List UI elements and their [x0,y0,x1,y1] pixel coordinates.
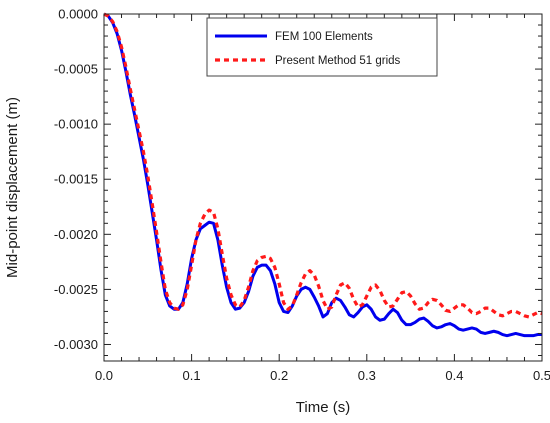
x-tick-label: 0.3 [358,368,376,383]
y-tick-label: -0.0005 [54,62,98,77]
x-axis-title: Time (s) [296,399,350,416]
series-line-present-method [103,12,543,319]
y-tick-label: -0.0020 [54,227,98,242]
x-tick-label: 0.5 [533,368,550,383]
plot-frame [103,13,543,362]
legend: FEM 100 Elements Present Method 51 grids [206,17,438,77]
y-tick-label: -0.0010 [54,117,98,132]
series-lines [103,12,543,338]
tick-labels: 0.0 0.1 0.2 0.3 0.4 0.5 0.0000 -0.0005 -0.0010 -0… [54,7,550,384]
y-axis-title: Mid-point displacement (m) [4,97,21,278]
y-tick-label: -0.0015 [54,172,98,187]
legend-box [206,17,438,77]
y-tick-label: -0.0030 [54,337,98,352]
legend-label-fem: FEM 100 Elements [275,31,373,43]
y-tick-label: 0.0000 [58,7,98,22]
y-tick-label: -0.0025 [54,282,98,297]
x-tick-label: 0.0 [95,368,113,383]
axes [103,13,543,362]
x-tick-label: 0.2 [270,368,288,383]
x-tick-label: 0.1 [183,368,201,383]
legend-label-present-method: Present Method 51 grids [275,55,401,67]
x-tick-label: 0.4 [445,368,463,383]
